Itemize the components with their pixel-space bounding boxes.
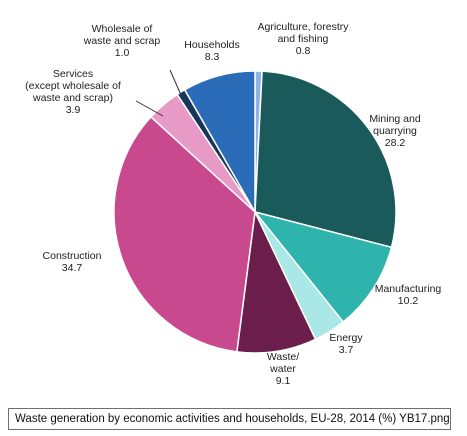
slice-label-mining-and: Mining and quarrying 28.2 bbox=[369, 113, 421, 149]
pie-slice-mining-and bbox=[254, 70, 397, 249]
slice-labels: Agriculture, forestry and fishing 0.8 Minin… bbox=[25, 21, 441, 387]
leader-line-wholesale-of bbox=[169, 69, 182, 96]
slice-label-construction: Construction 34.7 bbox=[43, 250, 102, 274]
pie-slice-manufacturing bbox=[253, 210, 393, 324]
pie-slices bbox=[113, 70, 397, 354]
slice-label-manufacturing: Manufacturing 10.2 bbox=[375, 283, 442, 307]
pie-slice-households bbox=[183, 70, 256, 215]
pie-slice-construction bbox=[113, 115, 256, 353]
leader-lines bbox=[135, 69, 182, 117]
slice-label-energy: Energy 3.7 bbox=[329, 332, 363, 356]
leader-line-services bbox=[135, 100, 164, 117]
slice-label-wholesale-of: Wholesale of waste and scrap 1.0 bbox=[83, 23, 161, 59]
slice-label-households: Households 8.3 bbox=[184, 39, 239, 63]
image-caption: Waste generation by economic activities … bbox=[8, 408, 451, 430]
slice-label-services: Services (except wholesale of waste and sc… bbox=[25, 68, 121, 116]
pie-chart: Agriculture, forestry and fishing 0.8 Minin… bbox=[25, 21, 441, 387]
pie-slice-waste bbox=[236, 209, 317, 354]
slice-label-waste: Waste/water 9.1 bbox=[267, 351, 299, 387]
slice-label-agriculture-forestry: Agriculture, forestry and fishing 0.8 bbox=[257, 21, 349, 57]
